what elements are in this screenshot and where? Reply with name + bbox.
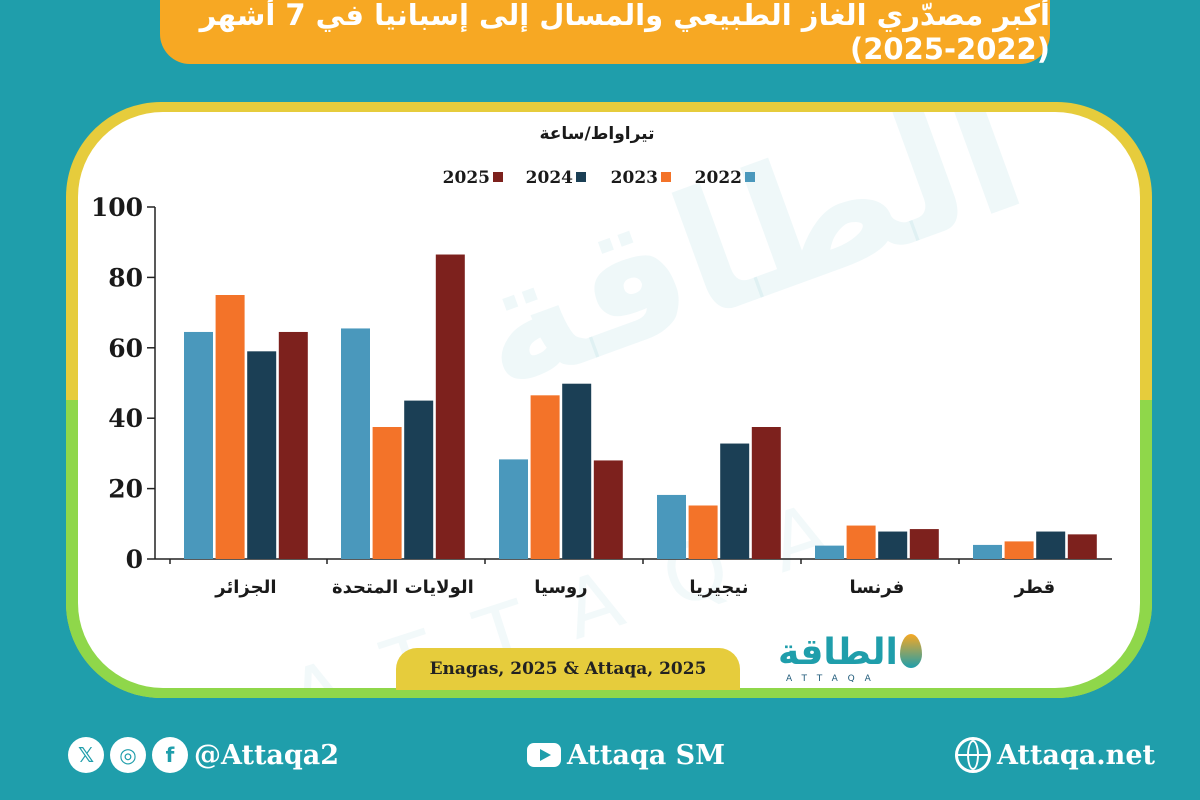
logo-drop-icon [900, 634, 922, 668]
bar-2022-3 [657, 494, 686, 559]
bar-2023-1 [372, 427, 402, 559]
category-label: فرنسا [849, 577, 904, 598]
y-tick-label: 100 [91, 193, 143, 222]
y-axis-label: تيراواط/ساعة [539, 124, 654, 144]
instagram-icon[interactable]: ◎ [110, 737, 146, 773]
social-handle[interactable]: @Attaqa2 [194, 739, 340, 771]
youtube-icon[interactable] [527, 743, 561, 767]
y-tick-label: 40 [108, 404, 143, 433]
legend-swatch-2022 [745, 172, 755, 182]
logo-latin-text: ATTAQA [786, 674, 881, 684]
x-icon[interactable]: 𝕏 [68, 737, 104, 773]
bar-2022-5 [973, 544, 1002, 559]
bar-2025-2 [593, 460, 623, 559]
bar-2023-4 [846, 525, 876, 559]
bar-2024-1 [404, 400, 434, 559]
legend-label-2023: 2023 [611, 168, 658, 188]
y-tick-label: 80 [108, 263, 143, 292]
bar-2023-3 [688, 505, 718, 559]
source-label: Enagas, 2025 & Attaqa, 2025 [396, 648, 740, 690]
bar-2024-5 [1036, 531, 1066, 559]
legend-swatch-2023 [661, 172, 671, 182]
legend-label-2024: 2024 [526, 168, 573, 188]
bar-2025-5 [1067, 534, 1097, 559]
bar-2025-4 [909, 529, 939, 559]
attaqa-logo: الطاقة ATTAQA [778, 632, 928, 688]
bar-2025-1 [435, 254, 465, 559]
bar-2024-4 [878, 531, 908, 559]
bar-2023-0 [215, 295, 245, 559]
y-tick-label: 60 [108, 334, 143, 363]
category-label: الولايات المتحدة [332, 577, 474, 598]
bar-2024-0 [247, 351, 277, 559]
legend-swatch-2025 [493, 172, 503, 182]
footer-website-group: Attaqa.net [955, 733, 1155, 777]
bar-2022-4 [815, 545, 844, 559]
category-label: روسيا [534, 577, 587, 598]
bar-2023-2 [530, 395, 560, 559]
footer-social-group: 𝕏 ◎ f @Attaqa2 [68, 733, 339, 777]
chart-title: أكبر مصدّري الغاز الطبيعي والمسال إلى إس… [160, 0, 1050, 66]
y-tick-label: 0 [126, 545, 143, 574]
category-label: الجزائر [214, 577, 276, 598]
legend-label-2025: 2025 [443, 168, 490, 188]
facebook-icon[interactable]: f [152, 737, 188, 773]
bar-2022-1 [341, 328, 370, 559]
bar-2025-3 [751, 427, 781, 559]
legend-swatch-2024 [576, 172, 586, 182]
y-tick-label: 20 [108, 475, 143, 504]
category-label: نيجيريا [689, 577, 748, 598]
bar-2024-3 [720, 443, 750, 559]
category-label: قطر [1014, 577, 1056, 598]
globe-icon[interactable] [955, 737, 991, 773]
bar-2023-5 [1004, 541, 1034, 559]
legend-label-2022: 2022 [695, 168, 742, 188]
youtube-channel[interactable]: Attaqa SM [567, 739, 726, 771]
bar-2022-0 [184, 331, 213, 559]
website-link[interactable]: Attaqa.net [997, 739, 1155, 771]
bar-2025-0 [278, 331, 308, 559]
bar-2024-2 [562, 383, 592, 559]
footer-youtube-group: Attaqa SM [527, 733, 725, 777]
logo-arabic-text: الطاقة [778, 632, 898, 673]
bar-2022-2 [499, 459, 528, 559]
